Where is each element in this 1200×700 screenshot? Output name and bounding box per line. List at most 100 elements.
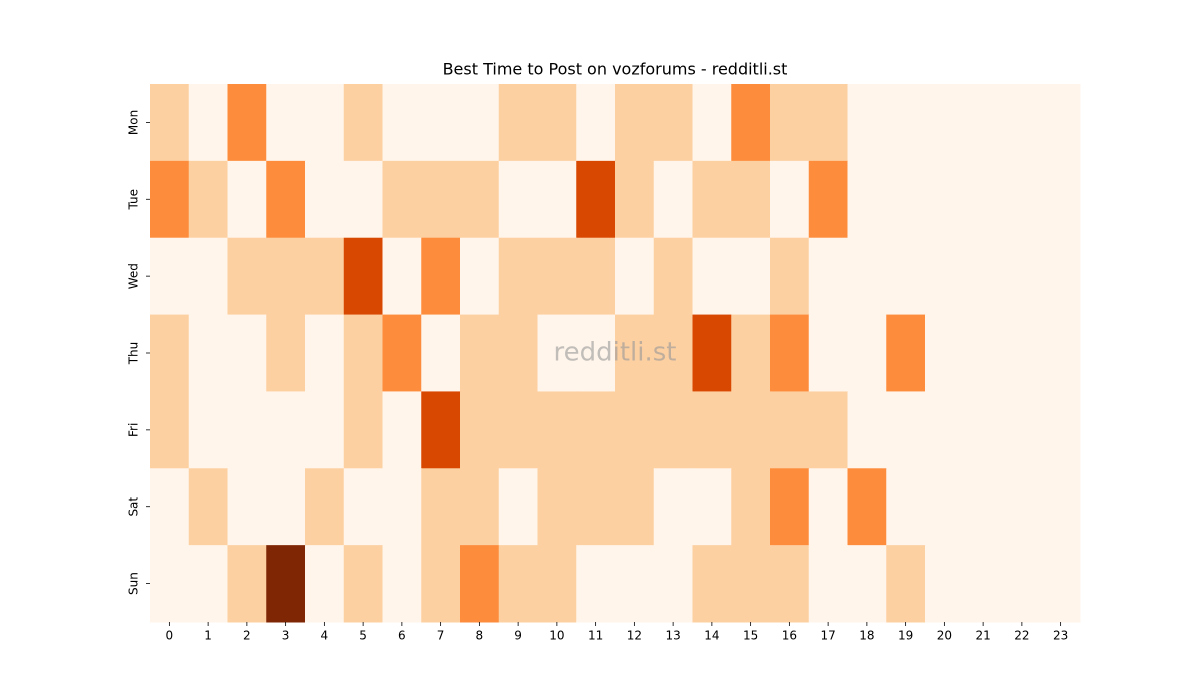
heatmap-cell (770, 391, 810, 469)
heatmap-cell (150, 84, 190, 162)
heatmap-cell (963, 84, 1003, 162)
heatmap-cell (653, 391, 693, 469)
heatmap-cell (537, 237, 577, 316)
heatmap-cell (227, 314, 267, 392)
heatmap-cell (770, 160, 810, 239)
heatmap-cell (692, 84, 732, 162)
x-tick-label: 20 (937, 629, 952, 643)
heatmap-cell (808, 468, 848, 546)
heatmap-cell (227, 545, 267, 623)
x-tick-label: 1 (204, 629, 212, 643)
heatmap-cell (1041, 160, 1081, 239)
heatmap-cell (963, 468, 1003, 546)
heatmap-cell (692, 545, 732, 623)
heatmap-cell (653, 468, 693, 546)
heatmap-cell (227, 160, 267, 239)
heatmap-cell (808, 545, 848, 623)
heatmap-cell (537, 160, 577, 239)
heatmap-cell (305, 84, 345, 162)
heatmap-cell (1002, 545, 1042, 623)
heatmap-cell (266, 84, 306, 162)
x-tick-label: 2 (243, 629, 251, 643)
heatmap-cell (576, 84, 616, 162)
heatmap-cell (1002, 237, 1042, 316)
heatmap-cell (498, 391, 538, 469)
heatmap-cell (227, 84, 267, 162)
heatmap-cell (382, 237, 422, 316)
heatmap-cell (847, 160, 887, 239)
x-tick-label: 15 (743, 629, 758, 643)
heatmap-cell (963, 314, 1003, 392)
heatmap-cell (188, 160, 228, 239)
y-tick-label: Tue (127, 189, 141, 211)
heatmap-cell (343, 545, 383, 623)
heatmap-cell (770, 237, 810, 316)
heatmap-cell (382, 160, 422, 239)
heatmap-cell (731, 314, 771, 392)
x-tick-label: 17 (820, 629, 835, 643)
heatmap-cell (227, 391, 267, 469)
heatmap-cell (421, 314, 461, 392)
heatmap-cell (576, 314, 616, 392)
heatmap-cell (150, 391, 190, 469)
heatmap-cell (576, 468, 616, 546)
heatmap-cell (343, 468, 383, 546)
heatmap-cell (653, 160, 693, 239)
heatmap-cell (460, 468, 500, 546)
heatmap-cell (770, 545, 810, 623)
heatmap-cell (1041, 237, 1081, 316)
heatmap-cell (498, 237, 538, 316)
x-tick-label: 8 (476, 629, 484, 643)
y-tick-label: Wed (127, 263, 141, 289)
heatmap-cell (188, 468, 228, 546)
heatmap-cell (615, 391, 655, 469)
x-tick-label: 3 (282, 629, 290, 643)
heatmap-cell (886, 160, 926, 239)
heatmap-cell (731, 84, 771, 162)
heatmap-cell (847, 545, 887, 623)
heatmap-cell (925, 391, 965, 469)
heatmap-cell (1041, 545, 1081, 623)
heatmap-cell (925, 468, 965, 546)
heatmap-cell (731, 160, 771, 239)
heatmap-cell (886, 391, 926, 469)
heatmap-cell (692, 391, 732, 469)
heatmap-cell (653, 84, 693, 162)
heatmap-cell (421, 237, 461, 316)
heatmap-cell (808, 314, 848, 392)
x-tick-label: 19 (898, 629, 913, 643)
y-tick-label: Sun (127, 572, 141, 595)
heatmap-cell (460, 84, 500, 162)
watermark: redditli.st (554, 338, 677, 368)
heatmap-cell (808, 237, 848, 316)
heatmap-cell (305, 237, 345, 316)
y-tick-label: Fri (127, 423, 141, 437)
heatmap-cell (731, 545, 771, 623)
heatmap-cell (343, 84, 383, 162)
heatmap-cell (382, 84, 422, 162)
heatmap-cell (266, 468, 306, 546)
heatmap-cell (925, 160, 965, 239)
x-tick-label: 7 (437, 629, 445, 643)
heatmap-cell (731, 391, 771, 469)
x-tick-label: 11 (588, 629, 603, 643)
x-tick-label: 23 (1053, 629, 1068, 643)
heatmap-cell (847, 314, 887, 392)
heatmap-cell (498, 545, 538, 623)
heatmap-cell (963, 391, 1003, 469)
heatmap-cell (305, 545, 345, 623)
heatmap-cell (615, 237, 655, 316)
heatmap-cell (227, 468, 267, 546)
x-tick-label: 9 (514, 629, 522, 643)
heatmap-cell (886, 468, 926, 546)
heatmap-cell (963, 545, 1003, 623)
heatmap-cell (653, 545, 693, 623)
x-tick-label: 21 (975, 629, 990, 643)
heatmap-cell (188, 545, 228, 623)
heatmap-cell (343, 160, 383, 239)
heatmap-cell (537, 391, 577, 469)
heatmap-cell (498, 84, 538, 162)
heatmap-cell (1041, 314, 1081, 392)
